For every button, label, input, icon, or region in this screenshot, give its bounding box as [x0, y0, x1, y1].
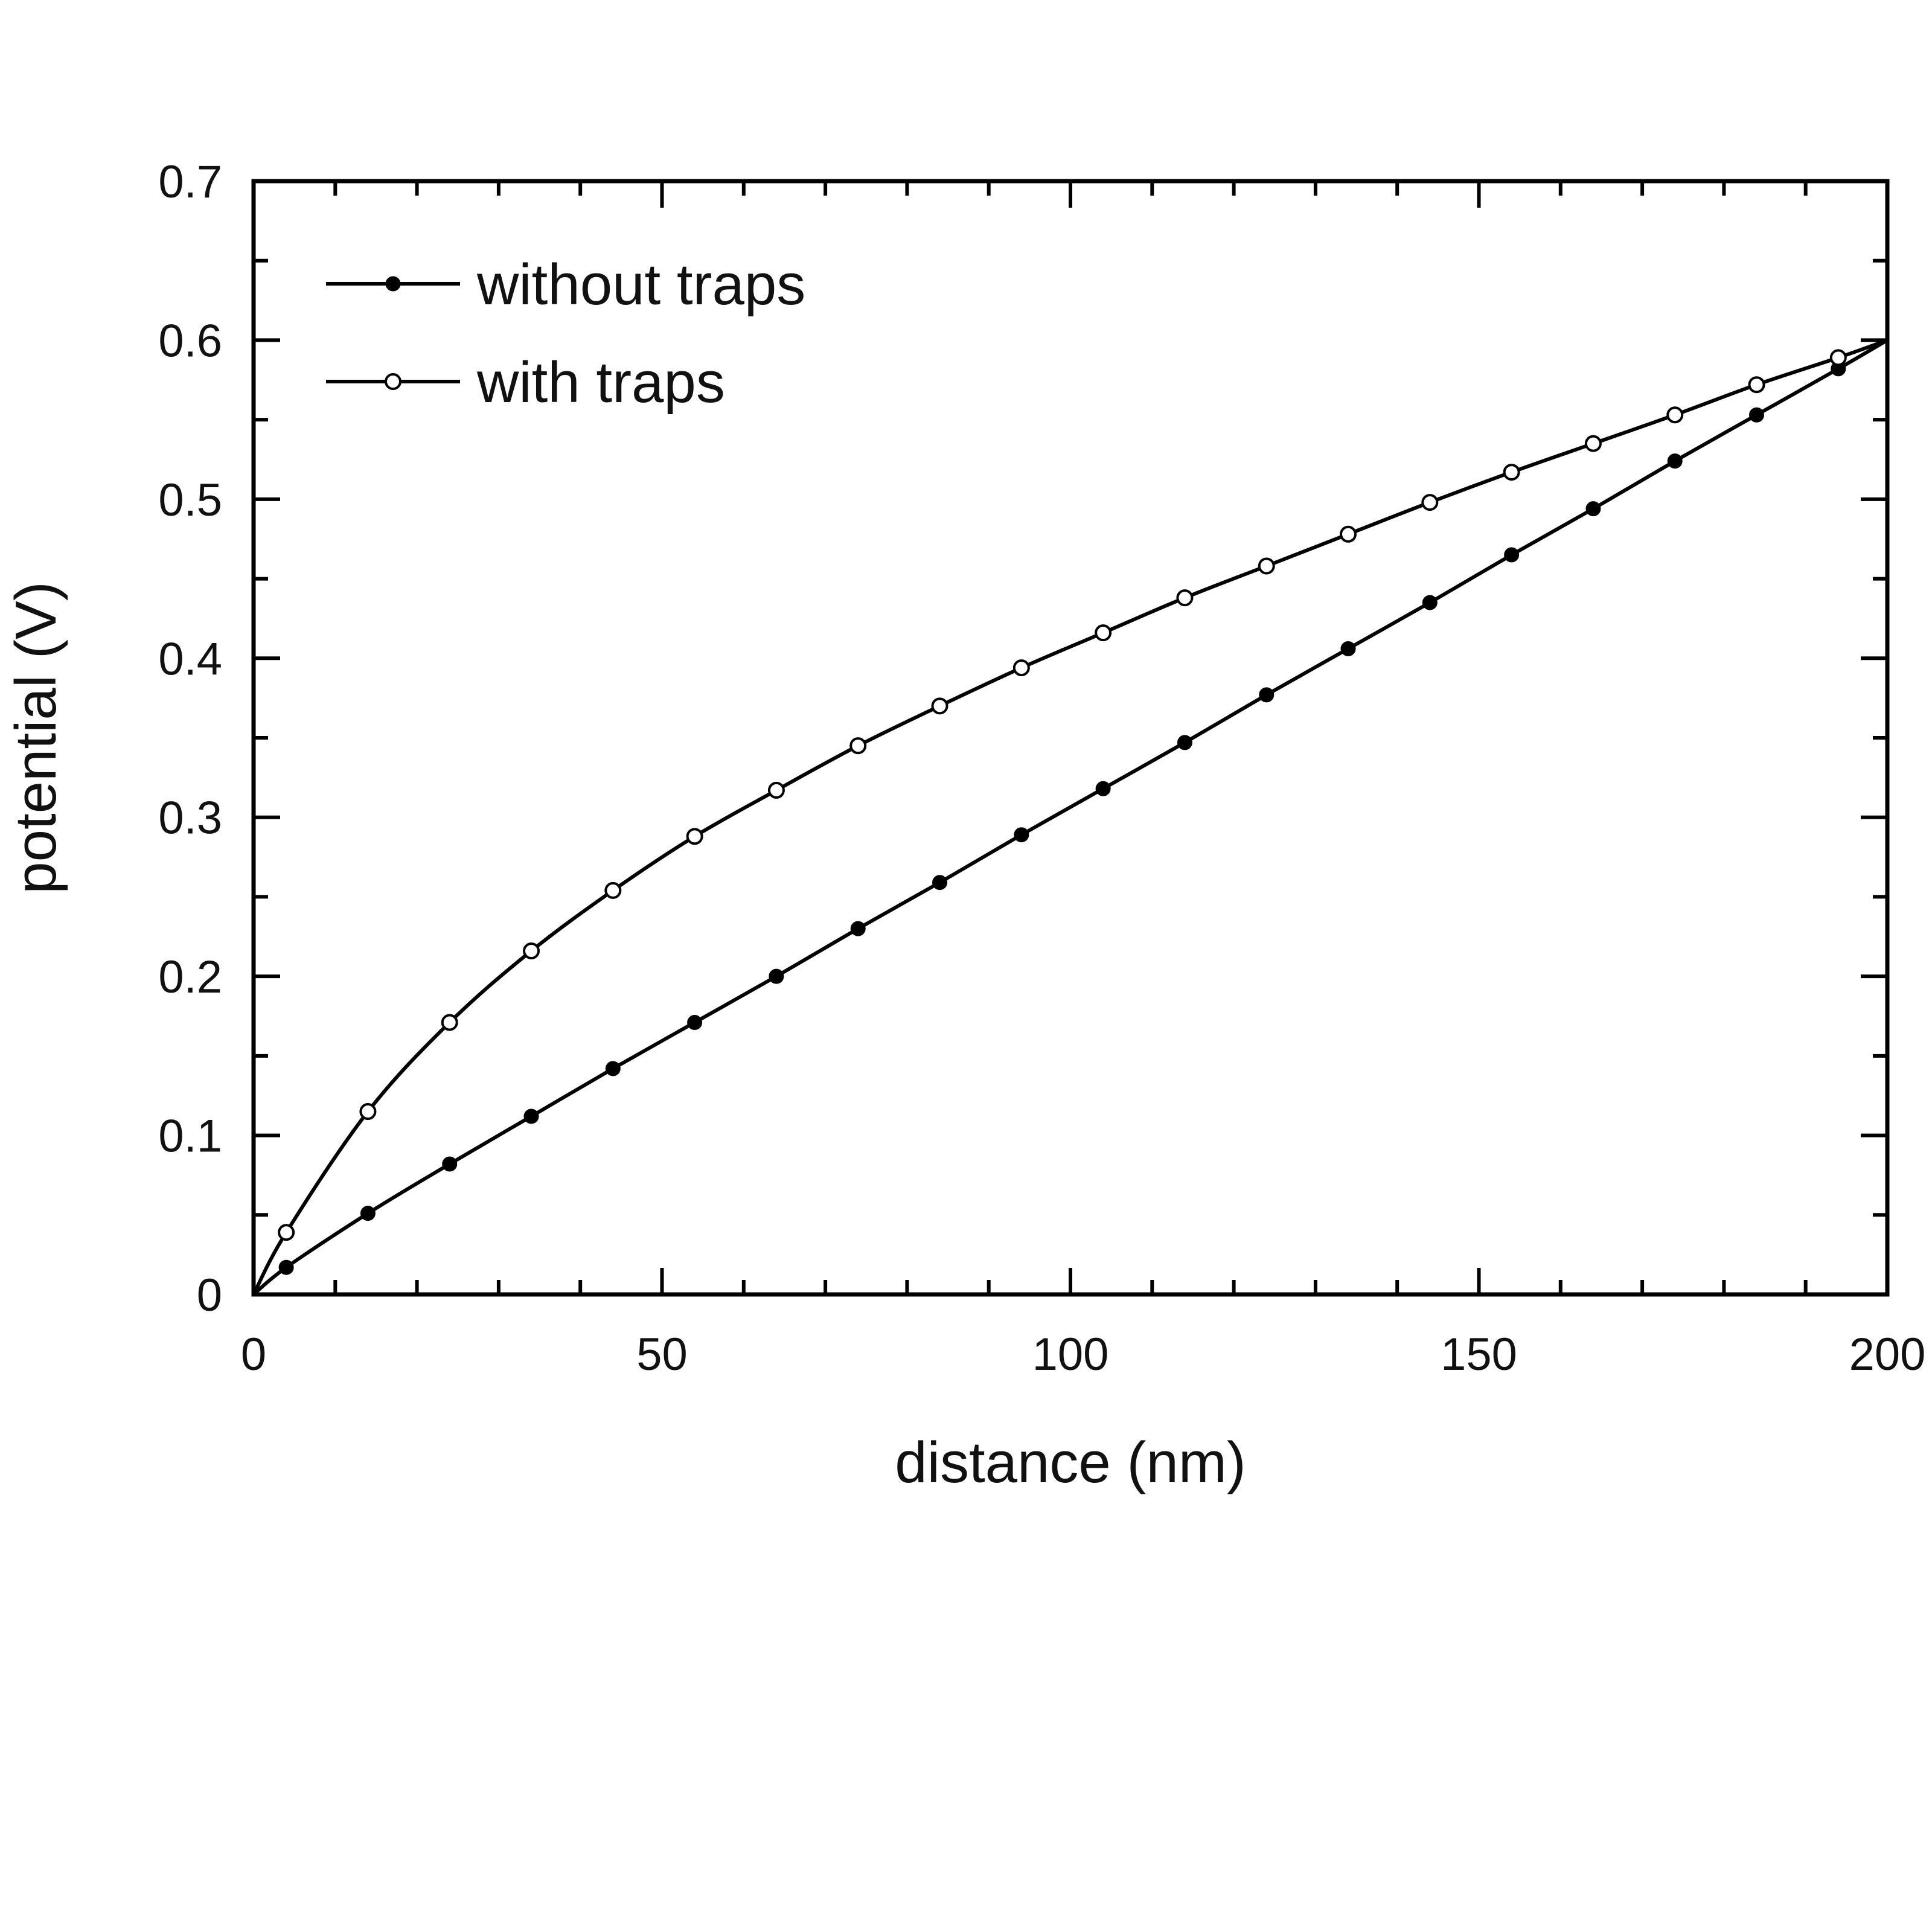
data-point-without-traps — [523, 1108, 539, 1124]
data-point-without-traps — [1504, 547, 1520, 563]
y-tick-label: 0.7 — [158, 156, 222, 208]
y-tick-label: 0.5 — [158, 475, 222, 526]
x-tick-label: 50 — [636, 1329, 688, 1380]
legend: without traps with traps — [326, 252, 805, 415]
legend-marker-without-traps — [385, 276, 401, 292]
data-point-with-traps — [1829, 349, 1847, 366]
x-tick-label: 200 — [1849, 1329, 1926, 1380]
y-tick-label: 0.2 — [158, 952, 222, 1003]
data-point-without-traps — [1749, 407, 1765, 423]
data-point-without-traps — [687, 1015, 703, 1031]
data-point-with-traps — [1584, 435, 1602, 452]
data-point-with-traps — [1176, 589, 1194, 607]
data-point-without-traps — [278, 1259, 294, 1275]
legend-label-without-traps: without traps — [476, 252, 805, 317]
data-point-without-traps — [1014, 827, 1029, 843]
data-point-with-traps — [849, 737, 867, 755]
data-point-without-traps — [1340, 641, 1356, 656]
data-point-with-traps — [1258, 557, 1275, 575]
data-point-with-traps — [441, 1014, 458, 1031]
data-point-with-traps — [1340, 525, 1357, 543]
y-tick-label: 0.6 — [158, 315, 222, 366]
data-point-with-traps — [686, 828, 703, 845]
legend-label-with-traps: with traps — [476, 350, 725, 415]
data-point-without-traps — [1095, 781, 1111, 796]
data-point-without-traps — [605, 1061, 621, 1076]
data-point-without-traps — [1259, 687, 1275, 703]
x-axis-title: distance (nm) — [895, 1430, 1246, 1495]
data-point-without-traps — [1667, 453, 1683, 469]
ticks-layer — [252, 179, 1889, 1296]
data-point-without-traps — [442, 1156, 458, 1172]
y-tick-label: 0.3 — [158, 793, 222, 844]
y-tick-label: 0 — [197, 1270, 222, 1321]
data-point-with-traps — [1421, 494, 1439, 511]
y-tick-label: 0.4 — [158, 633, 222, 685]
data-point-with-traps — [1666, 406, 1684, 424]
data-point-with-traps — [523, 942, 540, 959]
y-axis-title: potential (V) — [4, 581, 68, 894]
series-line-with-traps — [252, 338, 1889, 1296]
data-point-with-traps — [767, 781, 785, 799]
y-tick-label: 0.1 — [158, 1111, 222, 1162]
legend-marker-with-traps — [385, 373, 401, 390]
data-point-without-traps — [850, 921, 866, 936]
data-point-with-traps — [1748, 376, 1765, 394]
data-point-with-traps — [359, 1103, 377, 1121]
data-point-without-traps — [360, 1206, 376, 1221]
series-line-without-traps — [252, 338, 1889, 1296]
data-point-without-traps — [932, 875, 948, 891]
plot-frame — [251, 179, 1890, 1297]
series-layer — [252, 338, 1889, 1296]
x-tick-label: 100 — [1032, 1329, 1109, 1380]
data-point-without-traps — [769, 968, 784, 984]
data-point-with-traps — [604, 881, 622, 899]
data-point-without-traps — [1177, 735, 1192, 750]
x-tick-label: 150 — [1441, 1329, 1517, 1380]
data-point-with-traps — [931, 697, 948, 715]
data-point-without-traps — [1422, 595, 1438, 610]
data-point-with-traps — [278, 1224, 295, 1241]
data-point-with-traps — [1095, 624, 1112, 642]
labels-layer: 0 50 100 150 200 0 0.1 0.2 0.3 0.4 0.5 0.6 0.7 — [158, 156, 1925, 1380]
data-point-with-traps — [1012, 659, 1030, 677]
x-tick-label: 0 — [241, 1329, 266, 1380]
data-point-without-traps — [1585, 501, 1601, 517]
data-point-with-traps — [1503, 464, 1520, 481]
